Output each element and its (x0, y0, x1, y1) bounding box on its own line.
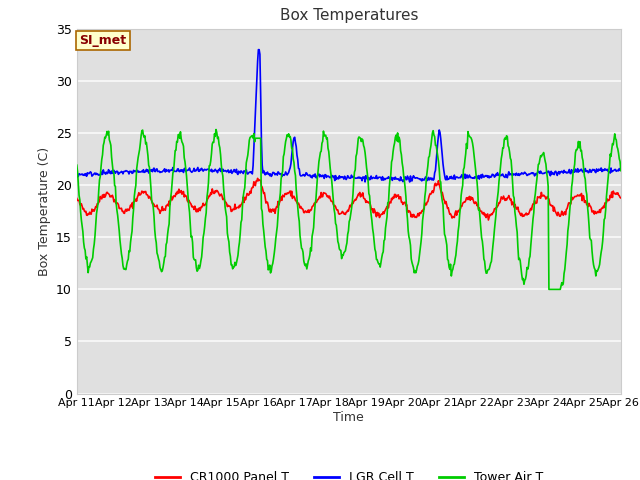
Y-axis label: Box Temperature (C): Box Temperature (C) (38, 146, 51, 276)
Text: SI_met: SI_met (79, 34, 127, 47)
X-axis label: Time: Time (333, 411, 364, 424)
Legend: CR1000 Panel T, LGR Cell T, Tower Air T: CR1000 Panel T, LGR Cell T, Tower Air T (150, 467, 548, 480)
Title: Box Temperatures: Box Temperatures (280, 9, 418, 24)
